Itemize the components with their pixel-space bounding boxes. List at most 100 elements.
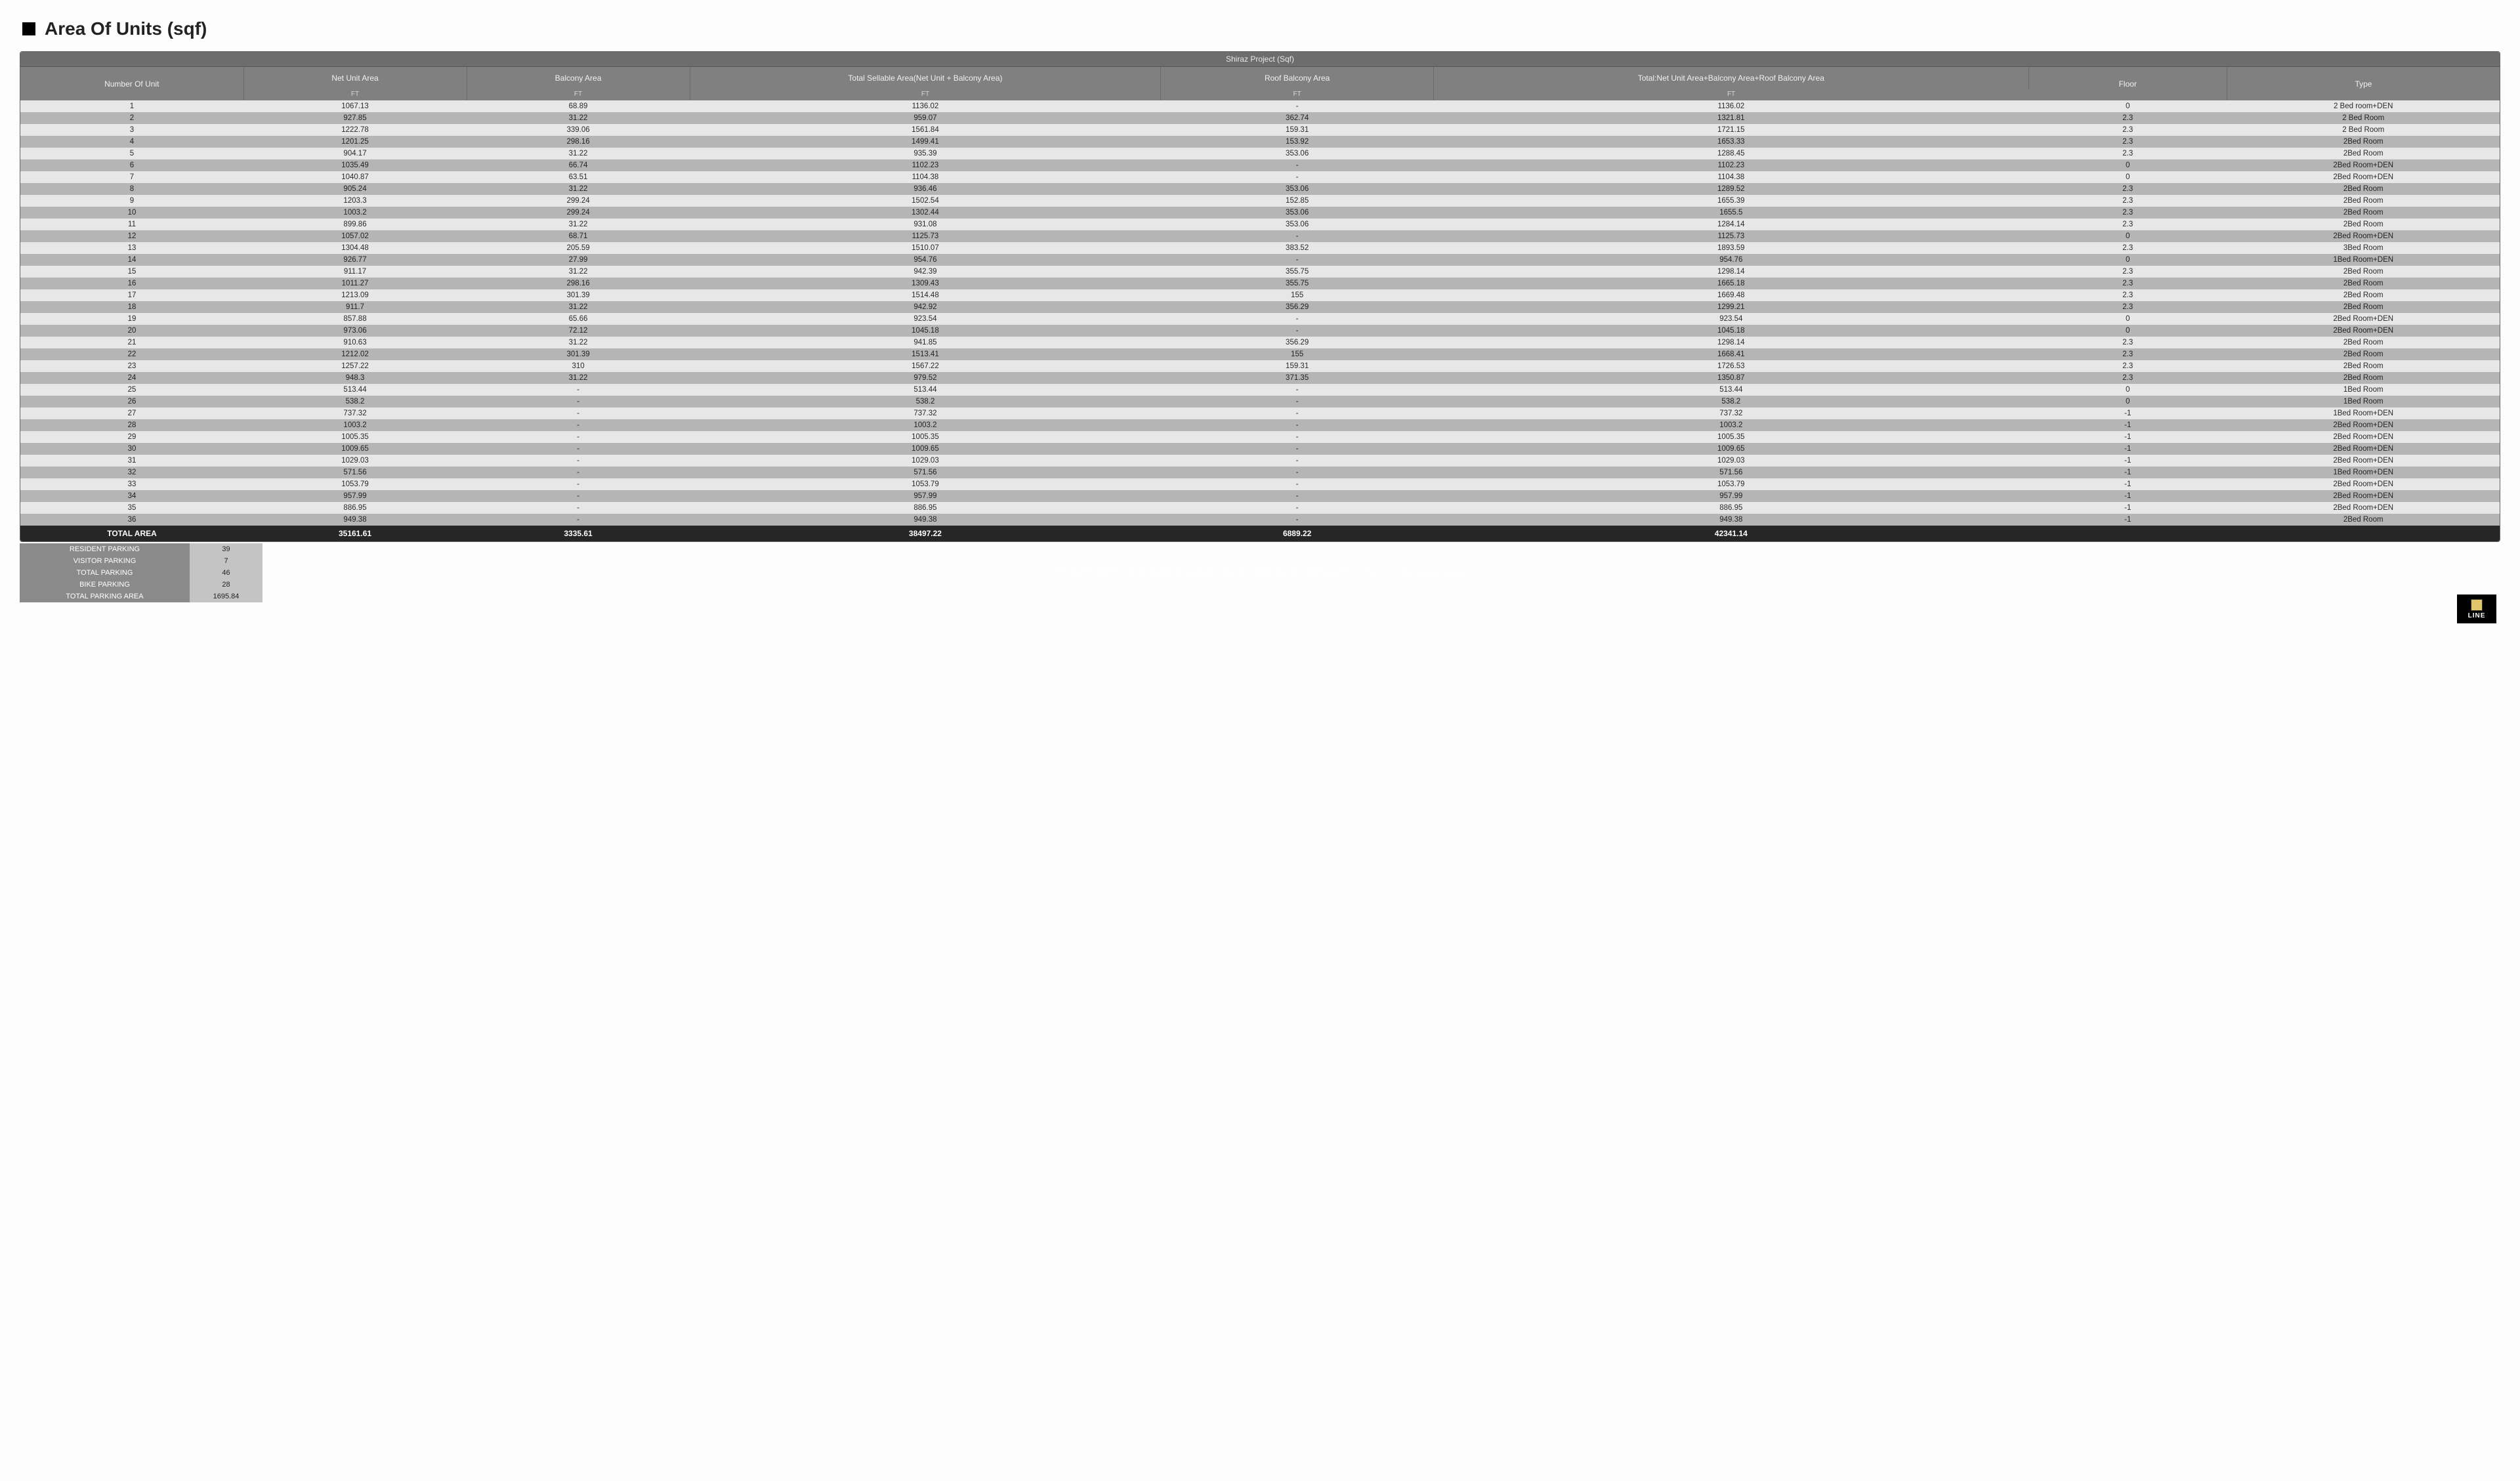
cell-bal: - — [467, 431, 690, 443]
cell-n: 14 — [20, 254, 243, 266]
cell-sell: 571.56 — [690, 467, 1161, 478]
cell-sell: 513.44 — [690, 384, 1161, 396]
cell-roof: - — [1161, 313, 1434, 325]
cell-fl: -1 — [2028, 443, 2227, 455]
cell-tot: 538.2 — [1433, 396, 2028, 407]
cell-roof: - — [1161, 396, 1434, 407]
cell-roof: 383.52 — [1161, 242, 1434, 254]
cell-net: 857.88 — [243, 313, 467, 325]
cell-tot: 949.38 — [1433, 514, 2028, 526]
cell-n: 27 — [20, 407, 243, 419]
cell-sell: 1514.48 — [690, 289, 1161, 301]
cell-roof: - — [1161, 467, 1434, 478]
brand-logo: LINE — [2457, 594, 2496, 623]
cell-n: 3 — [20, 124, 243, 136]
cell-fl: 0 — [2028, 230, 2227, 242]
cell-ty: 2Bed Room — [2227, 148, 2500, 159]
cell-n: 35 — [20, 502, 243, 514]
col-type: Type — [2227, 67, 2500, 101]
cell-fl: 2.3 — [2028, 148, 2227, 159]
table-row: 19857.8865.66923.54-923.5402Bed Room+DEN — [20, 313, 2500, 325]
cell-sell: 1005.35 — [690, 431, 1161, 443]
cell-tot: 1721.15 — [1433, 124, 2028, 136]
cell-roof: 159.31 — [1161, 360, 1434, 372]
cell-ty: 2Bed Room+DEN — [2227, 313, 2500, 325]
cell-roof: 155 — [1161, 289, 1434, 301]
cell-sell: 1499.41 — [690, 136, 1161, 148]
cell-n: 30 — [20, 443, 243, 455]
cell-n: 17 — [20, 289, 243, 301]
cell-roof: - — [1161, 431, 1434, 443]
cell-sell: 931.08 — [690, 219, 1161, 230]
cell-net: 904.17 — [243, 148, 467, 159]
cell-n: 11 — [20, 219, 243, 230]
cell-n: 15 — [20, 266, 243, 278]
cell-tot: 1284.14 — [1433, 219, 2028, 230]
cell-net: 1203.3 — [243, 195, 467, 207]
cell-bal: - — [467, 396, 690, 407]
cell-roof: 153.92 — [1161, 136, 1434, 148]
table-row: 8905.2431.22936.46353.061289.522.32Bed R… — [20, 183, 2500, 195]
cell-sell: 935.39 — [690, 148, 1161, 159]
table-row: 171213.09301.391514.481551669.482.32Bed … — [20, 289, 2500, 301]
table-super-header: Shiraz Project (Sqf) — [20, 52, 2500, 67]
cell-fl: 2.3 — [2028, 219, 2227, 230]
parking-table: RESIDENT PARKING39VISITOR PARKING7TOTAL … — [20, 543, 262, 602]
cell-sell: 538.2 — [690, 396, 1161, 407]
cell-sell: 954.76 — [690, 254, 1161, 266]
cell-fl: -1 — [2028, 431, 2227, 443]
cell-n: 24 — [20, 372, 243, 384]
cell-tot: 1029.03 — [1433, 455, 2028, 467]
cell-net: 1257.22 — [243, 360, 467, 372]
cell-bal: 205.59 — [467, 242, 690, 254]
table-row: 91203.3299.241502.54152.851655.392.32Bed… — [20, 195, 2500, 207]
cell-tot: 513.44 — [1433, 384, 2028, 396]
cell-ty: 2Bed Room — [2227, 372, 2500, 384]
cell-net: 905.24 — [243, 183, 467, 195]
cell-net: 1304.48 — [243, 242, 467, 254]
cell-sell: 979.52 — [690, 372, 1161, 384]
cell-bal: 299.24 — [467, 207, 690, 219]
total-row: TOTAL AREA 35161.61 3335.61 38497.22 688… — [20, 526, 2500, 541]
cell-ty: 2Bed Room — [2227, 337, 2500, 348]
parking-row: RESIDENT PARKING39 — [20, 543, 262, 555]
cell-sell: 1567.22 — [690, 360, 1161, 372]
cell-n: 5 — [20, 148, 243, 159]
page-title-text: Area Of Units (sqf) — [45, 18, 207, 39]
cell-ty: 2Bed Room — [2227, 360, 2500, 372]
cell-tot: 1125.73 — [1433, 230, 2028, 242]
parking-value: 7 — [190, 555, 262, 567]
cell-sell: 942.92 — [690, 301, 1161, 313]
cell-roof: 155 — [1161, 348, 1434, 360]
logo-square-icon — [2471, 599, 2483, 611]
cell-roof: 353.06 — [1161, 219, 1434, 230]
cell-ty: 2Bed Room — [2227, 207, 2500, 219]
cell-fl: 2.3 — [2028, 136, 2227, 148]
table-row: 121057.0268.711125.73-1125.7302Bed Room+… — [20, 230, 2500, 242]
cell-net: 911.17 — [243, 266, 467, 278]
unit-ft: FT — [467, 89, 690, 100]
cell-sell: 1561.84 — [690, 124, 1161, 136]
table-row: 161011.27298.161309.43355.751665.182.32B… — [20, 278, 2500, 289]
cell-net: 1040.87 — [243, 171, 467, 183]
cell-tot: 954.76 — [1433, 254, 2028, 266]
parking-row: TOTAL PARKING AREA1695.84 — [20, 591, 262, 602]
cell-sell: 1302.44 — [690, 207, 1161, 219]
cell-bal: 68.71 — [467, 230, 690, 242]
table-row: 26538.2-538.2-538.201Bed Room — [20, 396, 2500, 407]
cell-sell: 1125.73 — [690, 230, 1161, 242]
unit-ft: FT — [690, 89, 1161, 100]
cell-bal: - — [467, 407, 690, 419]
table-row: 18911.731.22942.92356.291299.212.32Bed R… — [20, 301, 2500, 313]
cell-sell: 957.99 — [690, 490, 1161, 502]
cell-roof: - — [1161, 419, 1434, 431]
cell-ty: 2Bed Room — [2227, 266, 2500, 278]
cell-roof: 356.29 — [1161, 337, 1434, 348]
cell-sell: 1029.03 — [690, 455, 1161, 467]
cell-tot: 923.54 — [1433, 313, 2028, 325]
cell-n: 25 — [20, 384, 243, 396]
parking-value: 46 — [190, 567, 262, 579]
cell-n: 22 — [20, 348, 243, 360]
cell-bal: 310 — [467, 360, 690, 372]
cell-n: 16 — [20, 278, 243, 289]
